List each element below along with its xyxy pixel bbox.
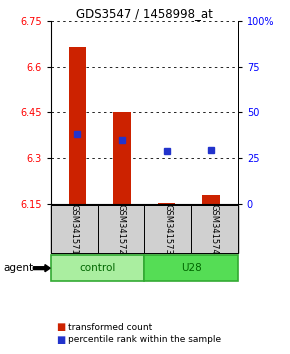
Text: U28: U28 — [181, 263, 202, 273]
FancyBboxPatch shape — [191, 205, 238, 253]
Bar — [68, 47, 86, 204]
Text: control: control — [79, 263, 116, 273]
Text: ■: ■ — [57, 322, 66, 332]
FancyBboxPatch shape — [144, 255, 238, 281]
Title: GDS3547 / 1458998_at: GDS3547 / 1458998_at — [76, 7, 213, 20]
Text: agent: agent — [3, 263, 33, 273]
FancyBboxPatch shape — [97, 205, 144, 253]
Text: transformed count: transformed count — [68, 323, 153, 332]
Text: GSM341573: GSM341573 — [163, 204, 172, 255]
Text: GSM341571: GSM341571 — [70, 204, 79, 255]
Text: GSM341572: GSM341572 — [116, 204, 125, 255]
Bar — [158, 202, 175, 204]
FancyBboxPatch shape — [144, 205, 191, 253]
Text: GSM341574: GSM341574 — [210, 204, 219, 255]
FancyBboxPatch shape — [51, 255, 144, 281]
FancyBboxPatch shape — [51, 205, 97, 253]
Bar — [202, 195, 220, 204]
Text: percentile rank within the sample: percentile rank within the sample — [68, 335, 221, 344]
Text: ■: ■ — [57, 335, 66, 345]
Bar — [113, 112, 131, 204]
